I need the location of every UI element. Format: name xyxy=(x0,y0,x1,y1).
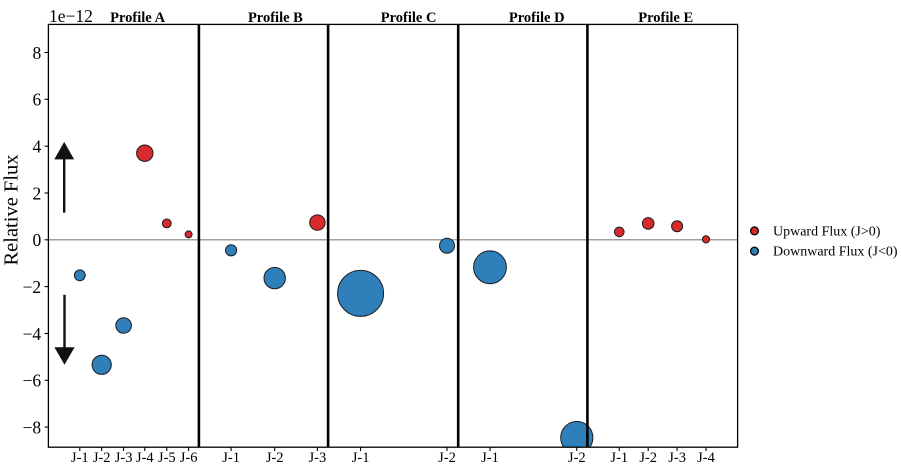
svg-text:J-2: J-2 xyxy=(568,450,586,466)
svg-text:0: 0 xyxy=(32,230,41,250)
svg-text:J-1: J-1 xyxy=(222,450,240,466)
svg-text:J-6: J-6 xyxy=(180,450,198,466)
svg-text:Profile E: Profile E xyxy=(638,10,693,26)
svg-text:J-3: J-3 xyxy=(668,450,686,466)
svg-text:J-3: J-3 xyxy=(309,450,327,466)
svg-text:Profile D: Profile D xyxy=(509,10,565,26)
svg-text:Profile A: Profile A xyxy=(110,10,165,26)
svg-text:Downward Flux (J<0): Downward Flux (J<0) xyxy=(773,245,898,260)
svg-text:Profile C: Profile C xyxy=(381,10,437,26)
svg-text:J-2: J-2 xyxy=(639,450,657,466)
svg-text:J-2: J-2 xyxy=(266,450,284,466)
svg-text:−4: −4 xyxy=(23,324,42,344)
svg-text:Profile B: Profile B xyxy=(248,10,303,26)
svg-text:−8: −8 xyxy=(23,417,42,437)
svg-text:8: 8 xyxy=(32,43,41,63)
svg-text:J-1: J-1 xyxy=(481,450,499,466)
svg-text:Relative Flux: Relative Flux xyxy=(0,154,22,265)
svg-text:Upward Flux (J>0): Upward Flux (J>0) xyxy=(773,224,881,239)
svg-text:J-2: J-2 xyxy=(93,450,111,466)
svg-text:J-5: J-5 xyxy=(158,450,176,466)
svg-text:4: 4 xyxy=(32,137,41,157)
svg-text:J-4: J-4 xyxy=(136,450,154,466)
svg-text:J-2: J-2 xyxy=(438,450,456,466)
svg-text:−2: −2 xyxy=(23,277,42,297)
svg-text:J-1: J-1 xyxy=(610,450,628,466)
svg-text:J-1: J-1 xyxy=(71,450,89,466)
svg-text:−6: −6 xyxy=(23,371,42,391)
svg-text:6: 6 xyxy=(32,90,41,110)
svg-text:J-4: J-4 xyxy=(697,450,715,466)
svg-text:J-3: J-3 xyxy=(115,450,133,466)
svg-text:1e−12: 1e−12 xyxy=(49,6,93,26)
svg-text:J-1: J-1 xyxy=(352,450,370,466)
svg-text:2: 2 xyxy=(32,183,41,203)
